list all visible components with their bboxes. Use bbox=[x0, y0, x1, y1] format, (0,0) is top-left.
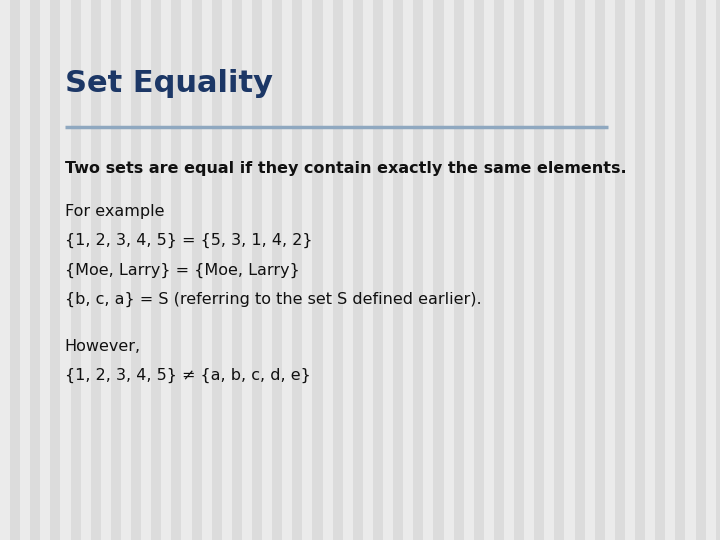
Text: Set Equality: Set Equality bbox=[65, 69, 273, 98]
Bar bbox=[20, 0, 30, 540]
Bar bbox=[131, 0, 141, 540]
Bar bbox=[101, 0, 111, 540]
Bar bbox=[665, 0, 675, 540]
Bar bbox=[514, 0, 524, 540]
Bar bbox=[464, 0, 474, 540]
Bar bbox=[655, 0, 665, 540]
Bar bbox=[151, 0, 161, 540]
Bar bbox=[423, 0, 433, 540]
Bar bbox=[494, 0, 504, 540]
Bar bbox=[484, 0, 494, 540]
Bar bbox=[333, 0, 343, 540]
Text: However,: However, bbox=[65, 339, 141, 354]
Text: For example: For example bbox=[65, 204, 164, 219]
Bar bbox=[635, 0, 645, 540]
Bar bbox=[564, 0, 575, 540]
Bar bbox=[393, 0, 403, 540]
Bar bbox=[524, 0, 534, 540]
Text: {b, c, a} = S (referring to the set S defined earlier).: {b, c, a} = S (referring to the set S de… bbox=[65, 292, 482, 307]
Bar bbox=[302, 0, 312, 540]
Bar bbox=[373, 0, 383, 540]
Bar bbox=[161, 0, 171, 540]
Bar bbox=[444, 0, 454, 540]
Bar bbox=[171, 0, 181, 540]
Text: {Moe, Larry} = {Moe, Larry}: {Moe, Larry} = {Moe, Larry} bbox=[65, 262, 300, 278]
Bar bbox=[272, 0, 282, 540]
Text: Two sets are equal if they contain exactly the same elements.: Two sets are equal if they contain exact… bbox=[65, 161, 626, 176]
Bar bbox=[575, 0, 585, 540]
Bar bbox=[312, 0, 323, 540]
Bar bbox=[212, 0, 222, 540]
Bar bbox=[252, 0, 262, 540]
Bar bbox=[716, 0, 720, 540]
Bar bbox=[454, 0, 464, 540]
Bar bbox=[242, 0, 252, 540]
Bar bbox=[706, 0, 716, 540]
Bar bbox=[222, 0, 232, 540]
Bar bbox=[615, 0, 625, 540]
Bar bbox=[554, 0, 564, 540]
Bar bbox=[10, 0, 20, 540]
Bar bbox=[282, 0, 292, 540]
Bar bbox=[383, 0, 393, 540]
Bar bbox=[675, 0, 685, 540]
Bar bbox=[625, 0, 635, 540]
Bar bbox=[40, 0, 50, 540]
Bar bbox=[323, 0, 333, 540]
Bar bbox=[81, 0, 91, 540]
Text: {1, 2, 3, 4, 5} = {5, 3, 1, 4, 2}: {1, 2, 3, 4, 5} = {5, 3, 1, 4, 2} bbox=[65, 233, 312, 248]
Bar bbox=[413, 0, 423, 540]
Bar bbox=[605, 0, 615, 540]
Bar bbox=[433, 0, 444, 540]
Bar bbox=[343, 0, 353, 540]
Bar bbox=[71, 0, 81, 540]
Bar bbox=[645, 0, 655, 540]
Bar bbox=[232, 0, 242, 540]
Bar bbox=[363, 0, 373, 540]
Bar bbox=[585, 0, 595, 540]
Bar bbox=[30, 0, 40, 540]
Bar bbox=[181, 0, 192, 540]
Bar bbox=[292, 0, 302, 540]
Bar bbox=[141, 0, 151, 540]
Bar bbox=[544, 0, 554, 540]
Bar bbox=[121, 0, 131, 540]
Bar bbox=[50, 0, 60, 540]
Bar bbox=[91, 0, 101, 540]
Bar bbox=[403, 0, 413, 540]
Bar bbox=[595, 0, 605, 540]
Text: {1, 2, 3, 4, 5} ≠ {a, b, c, d, e}: {1, 2, 3, 4, 5} ≠ {a, b, c, d, e} bbox=[65, 368, 310, 383]
Bar bbox=[262, 0, 272, 540]
Bar bbox=[504, 0, 514, 540]
Bar bbox=[0, 0, 10, 540]
Bar bbox=[696, 0, 706, 540]
Bar bbox=[685, 0, 696, 540]
Bar bbox=[60, 0, 71, 540]
Bar bbox=[192, 0, 202, 540]
Bar bbox=[474, 0, 484, 540]
Bar bbox=[534, 0, 544, 540]
Bar bbox=[353, 0, 363, 540]
Bar bbox=[111, 0, 121, 540]
Bar bbox=[202, 0, 212, 540]
